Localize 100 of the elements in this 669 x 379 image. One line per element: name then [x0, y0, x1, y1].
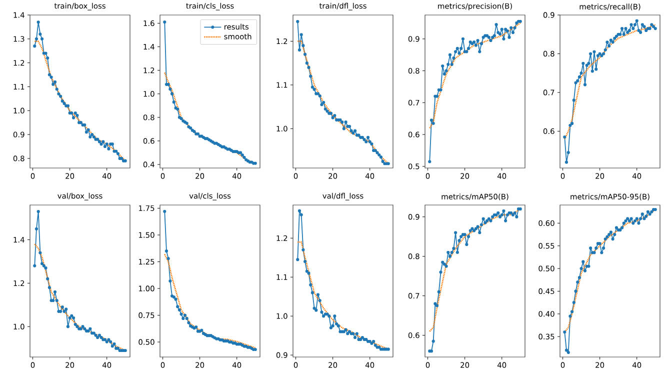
point — [105, 142, 108, 146]
point — [600, 251, 604, 254]
point — [484, 221, 487, 224]
point — [576, 280, 580, 284]
point — [96, 336, 100, 340]
point — [454, 50, 458, 54]
point — [185, 316, 188, 320]
point — [452, 246, 456, 250]
point — [478, 231, 482, 234]
point — [652, 25, 656, 28]
point — [355, 332, 358, 336]
point — [487, 36, 490, 39]
point — [370, 342, 374, 345]
point — [496, 30, 500, 34]
point — [59, 94, 62, 98]
point — [563, 135, 566, 139]
point — [650, 23, 654, 26]
point — [112, 342, 116, 346]
point — [216, 142, 220, 146]
point — [456, 250, 459, 254]
point — [88, 135, 92, 138]
point — [180, 117, 183, 120]
point — [633, 219, 637, 222]
point — [378, 153, 381, 156]
point — [53, 80, 57, 84]
point — [500, 213, 504, 216]
point — [309, 283, 312, 286]
point — [328, 314, 331, 318]
point — [331, 116, 334, 120]
point — [624, 219, 628, 222]
point — [602, 52, 606, 56]
point — [474, 44, 478, 47]
point — [566, 150, 570, 154]
point — [574, 290, 578, 293]
point — [88, 327, 92, 330]
point — [428, 160, 432, 164]
point — [442, 262, 446, 266]
point — [500, 28, 504, 31]
point — [379, 156, 383, 159]
point — [592, 50, 596, 54]
point — [578, 75, 581, 79]
point — [632, 222, 635, 225]
point — [110, 344, 114, 348]
point — [572, 301, 576, 304]
point — [320, 103, 324, 106]
point — [432, 340, 435, 343]
point — [502, 37, 506, 40]
point — [178, 308, 181, 312]
point — [646, 210, 650, 214]
point — [168, 279, 172, 283]
point — [240, 154, 244, 157]
point — [594, 246, 598, 250]
point — [318, 298, 322, 302]
point — [444, 264, 448, 268]
point — [482, 217, 485, 220]
point — [474, 227, 478, 230]
point — [611, 237, 614, 241]
point — [368, 140, 372, 144]
point — [182, 316, 185, 320]
point — [53, 290, 57, 294]
line-series — [564, 24, 656, 140]
point — [64, 308, 68, 311]
point — [70, 314, 74, 318]
point — [300, 33, 303, 36]
point — [478, 50, 482, 54]
point — [74, 322, 77, 326]
point — [48, 73, 51, 76]
point — [510, 26, 513, 30]
point — [183, 120, 187, 124]
point — [314, 308, 318, 312]
point — [564, 348, 568, 352]
point — [324, 107, 327, 111]
point — [164, 249, 168, 253]
point — [564, 160, 568, 164]
point — [40, 37, 44, 40]
point — [613, 36, 616, 40]
point — [491, 36, 494, 39]
point — [353, 336, 357, 340]
point — [33, 44, 36, 48]
point — [465, 242, 468, 246]
point — [381, 160, 384, 163]
point — [611, 40, 614, 44]
point — [458, 238, 461, 242]
point — [639, 30, 642, 34]
point — [446, 250, 450, 254]
point — [598, 52, 602, 56]
point — [34, 227, 38, 230]
point — [608, 44, 611, 48]
point — [620, 226, 624, 230]
point — [98, 140, 101, 144]
point — [163, 210, 166, 213]
point — [244, 158, 248, 162]
point — [170, 294, 174, 298]
point — [582, 260, 585, 264]
point — [648, 212, 652, 216]
point — [566, 350, 570, 354]
point — [192, 130, 196, 134]
point — [596, 54, 600, 58]
point — [208, 138, 211, 142]
point — [590, 70, 594, 73]
